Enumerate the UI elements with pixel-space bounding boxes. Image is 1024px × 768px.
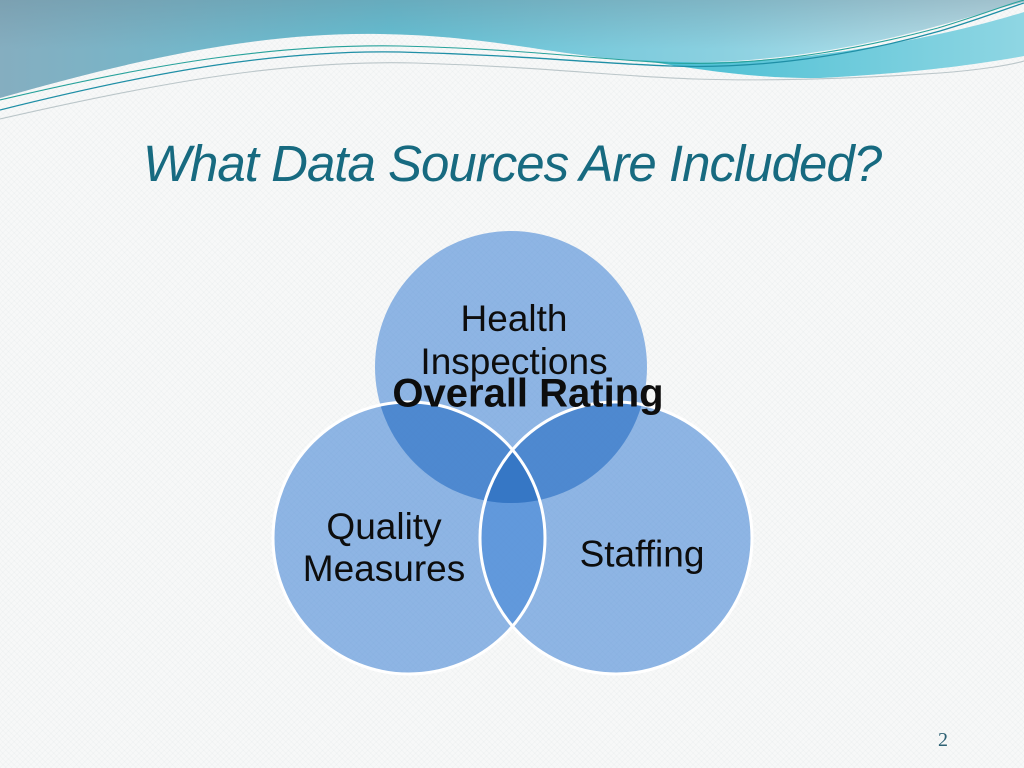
venn-label-line: Health <box>460 298 568 339</box>
venn-circle-staffing-outline <box>478 400 754 676</box>
venn-circle-staffing <box>480 402 752 674</box>
venn-label-line: Measures <box>302 548 466 589</box>
venn-label-quality-measures: Quality Measures <box>303 506 465 590</box>
venn-label-line: Quality <box>326 506 442 547</box>
venn-circle-quality-measures-outline <box>271 400 547 676</box>
venn-circle-quality-measures <box>273 402 545 674</box>
page-number: 2 <box>938 729 948 751</box>
venn-diagram <box>271 231 754 676</box>
venn-label-line: Inspections <box>420 341 608 382</box>
header-wave <box>0 0 1024 120</box>
page-title: What Data Sources Are Included? <box>142 135 882 192</box>
wave-band <box>640 12 1024 79</box>
sky-top-tint <box>0 0 1024 98</box>
accent-line-1 <box>0 2 1024 111</box>
venn-label-staffing: Staffing <box>579 533 705 575</box>
accent-line-2 <box>0 0 1024 101</box>
venn-overlap-overlay <box>375 402 647 503</box>
venn-label-health-inspections: Health Inspections <box>420 297 607 383</box>
venn-label-overall-rating: Overall Rating <box>392 371 664 416</box>
accent-line-3 <box>0 60 1024 120</box>
